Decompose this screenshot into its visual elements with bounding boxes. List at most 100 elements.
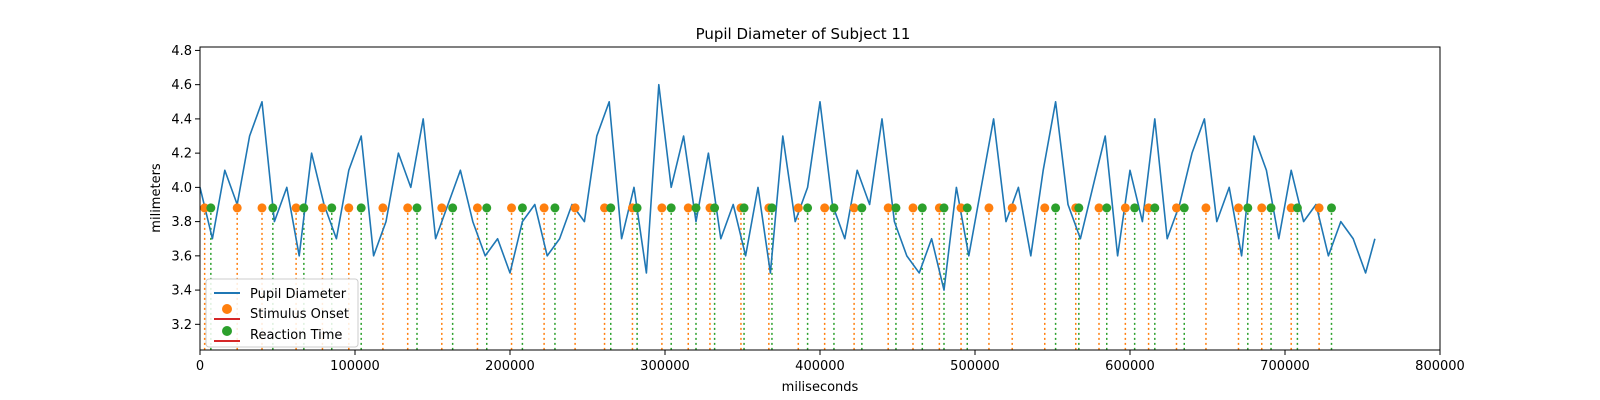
stimulus-onset-marker-5 bbox=[344, 203, 354, 213]
reaction-time-marker-22 bbox=[939, 203, 949, 213]
y-tick-label-3: 3.8 bbox=[171, 215, 192, 230]
reaction-time-marker-17 bbox=[803, 203, 813, 213]
x-tick-label-7: 700000 bbox=[1260, 359, 1310, 374]
legend: Pupil Diameter Stimulus Onset Reaction T… bbox=[205, 278, 359, 348]
y-tick-label-7: 4.6 bbox=[171, 78, 192, 93]
stimulus-onset-marker-10 bbox=[507, 203, 517, 213]
stimulus-onset-marker-13 bbox=[600, 203, 610, 213]
reaction-time-marker-16 bbox=[767, 203, 777, 213]
stimulus-onset-marker-22 bbox=[849, 203, 859, 213]
reaction-time-marker-2 bbox=[299, 203, 309, 213]
stimulus-onset-marker-7 bbox=[403, 203, 413, 213]
stimulus-onset-marker-2 bbox=[257, 203, 267, 213]
reaction-time-marker-25 bbox=[1074, 203, 1084, 213]
reaction-time-marker-27 bbox=[1130, 203, 1140, 213]
legend-label-reaction: Reaction Time bbox=[250, 328, 342, 343]
stimulus-onset-marker-34 bbox=[1172, 203, 1181, 213]
reaction-time-marker-20 bbox=[891, 203, 901, 213]
reaction-time-marker-28 bbox=[1150, 203, 1160, 213]
reaction-time-marker-30 bbox=[1243, 203, 1253, 213]
y-axis: 3.2 3.4 3.6 3.8 4.0 4.2 4.4 4.6 4.8 bbox=[171, 44, 200, 333]
stimulus-onset-marker-15 bbox=[657, 203, 667, 213]
stimulus-onset-marker-24 bbox=[908, 203, 918, 213]
legend-marker-reaction bbox=[222, 326, 232, 336]
reaction-time-marker-1 bbox=[268, 203, 278, 213]
chart-title: Pupil Diameter of Subject 11 bbox=[696, 25, 911, 43]
legend-box bbox=[205, 278, 359, 348]
stimulus-onset-marker-9 bbox=[472, 203, 482, 213]
stimulus-onset-marker-38 bbox=[1286, 203, 1296, 213]
x-tick-label-4: 400000 bbox=[795, 359, 845, 374]
reaction-time-marker-31 bbox=[1266, 203, 1276, 213]
stimulus-onset-marker-37 bbox=[1257, 203, 1267, 213]
reaction-time-marker-3 bbox=[327, 203, 337, 213]
reaction-time-marker-13 bbox=[691, 203, 701, 213]
stimulus-onset-marker-26 bbox=[956, 203, 966, 213]
stimulus-onset-marker-31 bbox=[1094, 203, 1104, 213]
pupil-diameter-line bbox=[199, 83, 1376, 291]
reaction-time-marker-23 bbox=[962, 203, 972, 213]
stimulus-onset-marker-8 bbox=[437, 203, 447, 213]
reaction-time-marker-8 bbox=[517, 203, 527, 213]
x-tick-label-0: 0 bbox=[196, 359, 204, 374]
y-axis-label: milimeters bbox=[149, 163, 164, 233]
x-tick-label-8: 800000 bbox=[1415, 359, 1465, 374]
y-tick-label-2: 3.6 bbox=[171, 249, 192, 264]
y-tick-label-1: 3.4 bbox=[171, 284, 192, 299]
y-tick-label-8: 4.8 bbox=[171, 44, 192, 59]
x-axis: 0 100000 200000 300000 400000 500000 600000 700… bbox=[196, 350, 1465, 374]
reaction-time-marker-12 bbox=[666, 203, 676, 213]
reaction-time-marker-33 bbox=[1327, 203, 1336, 213]
stimulus-onset-marker-1 bbox=[232, 203, 242, 213]
reaction-time-marker-4 bbox=[356, 203, 366, 213]
stimulus-onset-marker-39 bbox=[1314, 203, 1324, 213]
reaction-time-marker-6 bbox=[448, 203, 458, 213]
plot-area bbox=[199, 83, 1376, 350]
reaction-time-marker-18 bbox=[829, 203, 839, 213]
reaction-time-marker-19 bbox=[857, 203, 867, 213]
stimulus-onset-marker-28 bbox=[1007, 203, 1017, 213]
reaction-time-marker-29 bbox=[1179, 203, 1189, 213]
legend-label-pupil: Pupil Diameter bbox=[250, 287, 347, 302]
x-tick-label-5: 500000 bbox=[950, 359, 1000, 374]
legend-marker-stimulus bbox=[222, 304, 232, 314]
reaction-time-marker-24 bbox=[1051, 203, 1061, 213]
reaction-time-marker-10 bbox=[606, 203, 616, 213]
stimulus-onset-marker-11 bbox=[539, 203, 549, 213]
reaction-time-marker-21 bbox=[917, 203, 927, 213]
y-tick-label-6: 4.4 bbox=[171, 112, 192, 127]
reaction-time-marker-5 bbox=[412, 203, 422, 213]
stimulus-onset-marker-16 bbox=[683, 203, 693, 213]
reaction-time-marker-7 bbox=[482, 203, 492, 213]
reaction-time-marker-11 bbox=[632, 203, 642, 213]
stimulus-onset-marker-12 bbox=[570, 203, 580, 213]
stimulus-onset-marker-21 bbox=[820, 203, 830, 213]
reaction-time-marker-26 bbox=[1102, 203, 1112, 213]
stimulus-onset-marker-0 bbox=[200, 203, 210, 213]
reaction-time-marker-9 bbox=[550, 203, 560, 213]
reaction-time-marker-14 bbox=[710, 203, 720, 213]
y-tick-label-0: 3.2 bbox=[171, 318, 192, 333]
y-tick-label-4: 4.0 bbox=[171, 181, 192, 196]
stimulus-onset-marker-29 bbox=[1040, 203, 1050, 213]
x-tick-label-1: 100000 bbox=[330, 359, 380, 374]
stimulus-onset-marker-4 bbox=[317, 203, 327, 213]
reaction-time-marker-32 bbox=[1292, 203, 1302, 213]
stimulus-onset-marker-6 bbox=[378, 203, 388, 213]
x-tick-label-6: 600000 bbox=[1105, 359, 1155, 374]
reaction-time-marker-0 bbox=[206, 203, 216, 213]
stimulus-onset-marker-36 bbox=[1234, 203, 1243, 213]
legend-label-stimulus: Stimulus Onset bbox=[250, 307, 349, 322]
x-tick-label-3: 300000 bbox=[640, 359, 690, 374]
stimulus-onset-marker-33 bbox=[1144, 203, 1154, 213]
x-tick-label-2: 200000 bbox=[485, 359, 535, 374]
x-axis-label: miliseconds bbox=[782, 380, 859, 395]
y-tick-label-5: 4.2 bbox=[171, 147, 192, 162]
stimulus-onset-marker-32 bbox=[1120, 203, 1130, 213]
stimulus-onset-marker-23 bbox=[883, 203, 893, 213]
stimulus-onset-marker-3 bbox=[291, 203, 301, 213]
stimulus-onset-marker-35 bbox=[1201, 203, 1211, 213]
stimulus-onset-marker-20 bbox=[793, 203, 803, 213]
reaction-time-marker-15 bbox=[739, 203, 749, 213]
